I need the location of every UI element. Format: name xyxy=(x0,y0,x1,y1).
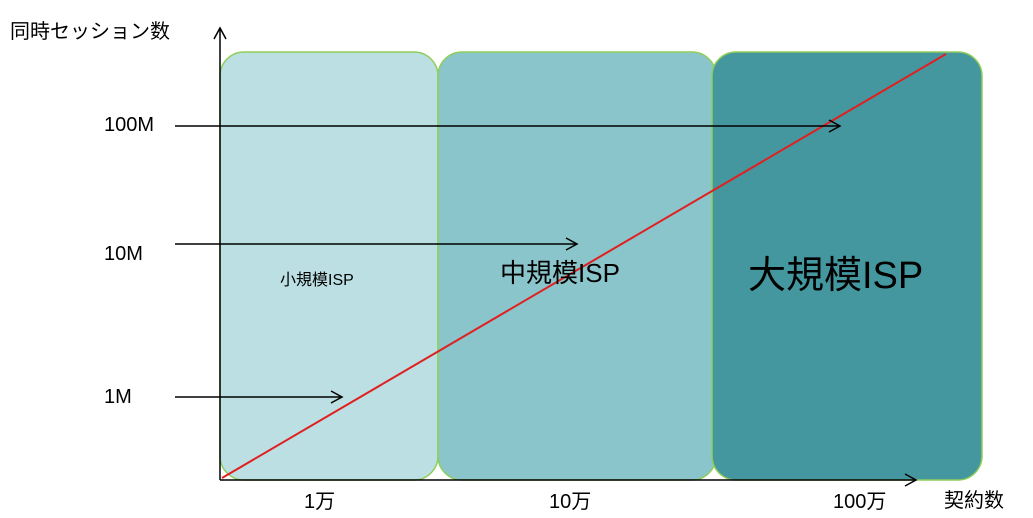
y-axis-title: 同時セッション数 xyxy=(10,21,170,43)
y-label-100m: 100M xyxy=(104,114,155,136)
x-label-100k: 10万 xyxy=(549,491,592,513)
segment-label-medium: 中規模ISP xyxy=(500,258,620,288)
y-label-10m: 10M xyxy=(104,243,143,265)
x-label-10k: 1万 xyxy=(304,491,336,513)
segment-label-large: 大規模ISP xyxy=(748,255,924,297)
y-label-1m: 1M xyxy=(104,386,132,408)
x-label-1m: 100万 xyxy=(833,491,887,513)
trend-line xyxy=(221,53,947,479)
segment-label-small: 小規模ISP xyxy=(280,272,354,289)
x-axis-title: 契約数 xyxy=(944,490,1004,512)
